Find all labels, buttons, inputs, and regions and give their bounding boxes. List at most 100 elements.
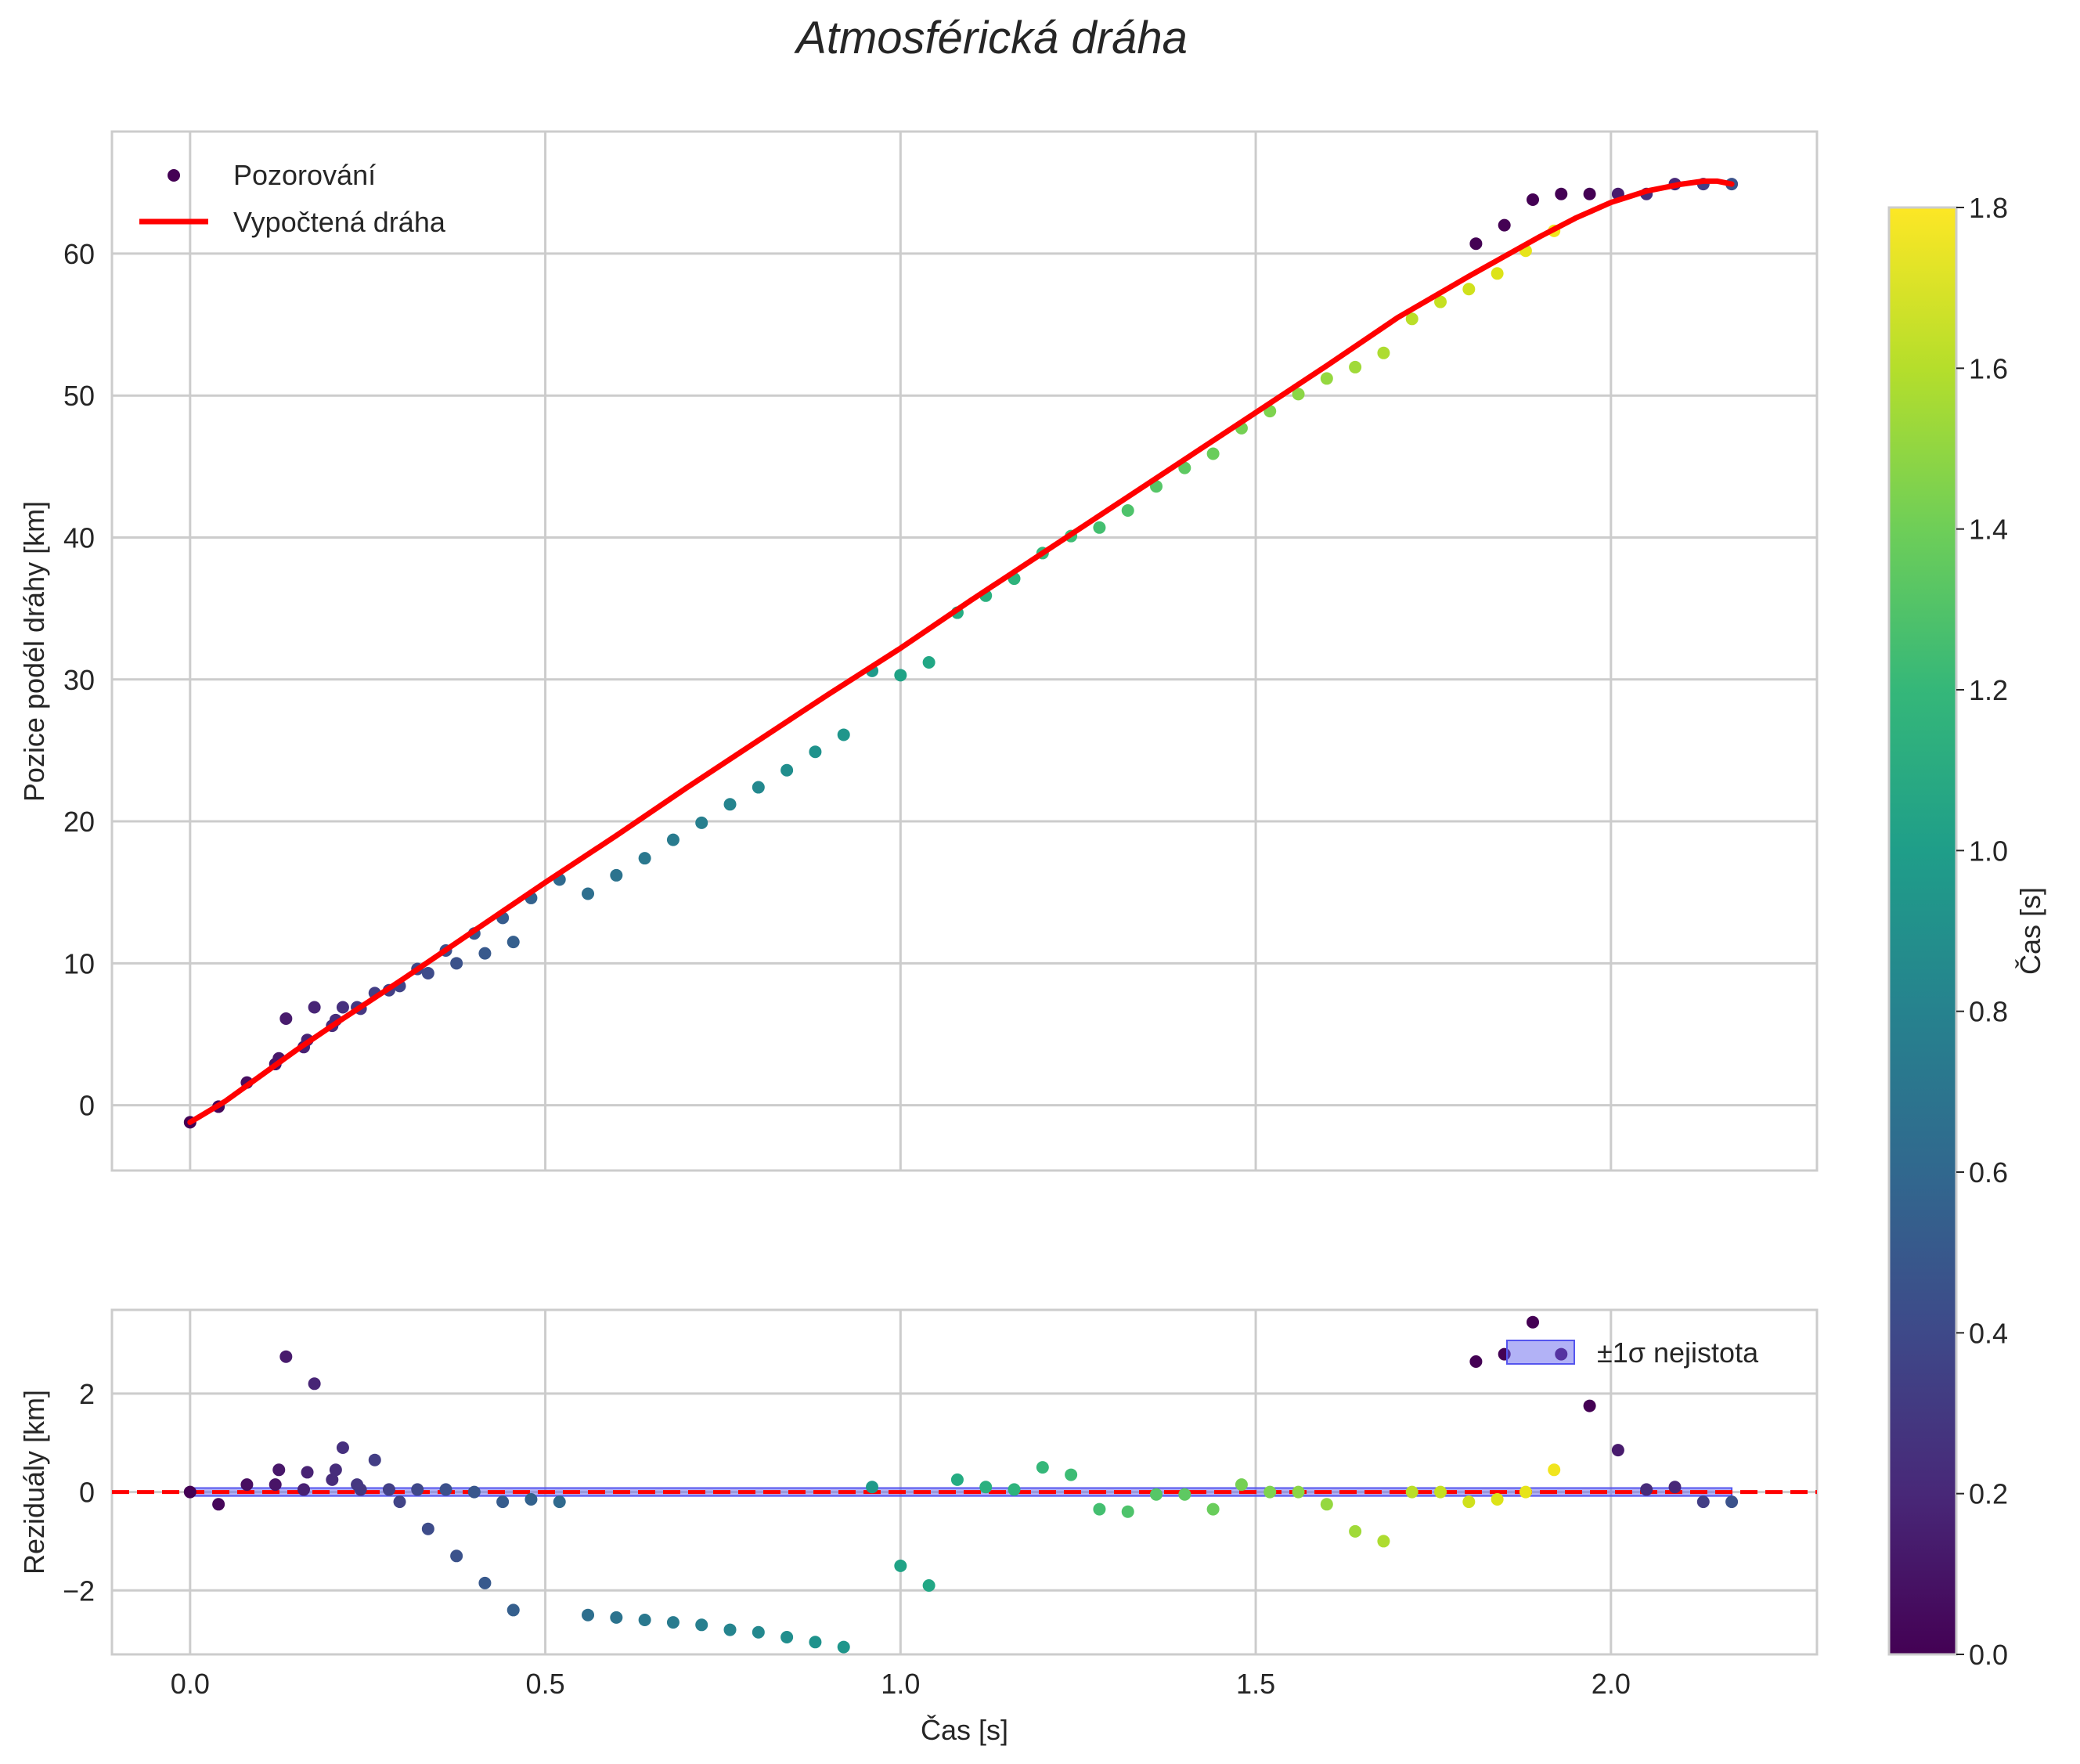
colorbar-tick-label: 0.4 xyxy=(1969,1317,2008,1349)
observation-point xyxy=(723,798,737,811)
colorbar-tick-label: 1.4 xyxy=(1969,514,2008,546)
observation-point xyxy=(1178,461,1191,474)
observation-point xyxy=(1377,346,1390,359)
observation-point xyxy=(695,816,708,829)
residual-point xyxy=(1583,1399,1596,1412)
x-tick-label: 2.0 xyxy=(1592,1668,1631,1700)
residual-tick-labels: 0.0 0.5 1.0 1.5 2.0 −2 0 2 xyxy=(63,1378,1631,1700)
observation-point xyxy=(922,656,935,669)
colorbar-tick-label: 0.6 xyxy=(1969,1156,2008,1189)
residual-point xyxy=(1462,1495,1476,1509)
residual-point xyxy=(1008,1483,1021,1496)
residual-point xyxy=(950,1473,964,1486)
observation-point xyxy=(1206,447,1220,460)
observation-point xyxy=(809,745,822,759)
observation-point xyxy=(450,957,463,970)
residual-point xyxy=(866,1481,879,1494)
residual-point xyxy=(1292,1485,1305,1499)
colorbar-tick-label: 1.2 xyxy=(1969,674,2008,706)
colorbar-tick-label: 1.0 xyxy=(1969,835,2008,867)
residual-point xyxy=(1178,1488,1191,1501)
colorbar-tick-label: 0.0 xyxy=(1969,1639,2008,1671)
observation-point xyxy=(894,669,907,682)
observation-point xyxy=(1121,504,1134,518)
main-y-axis-label: Pozice podél dráhy [km] xyxy=(18,501,50,802)
residual-point xyxy=(809,1636,822,1649)
residual-point xyxy=(1206,1502,1220,1516)
residual-point xyxy=(638,1614,651,1626)
observation-point xyxy=(837,728,850,741)
residual-plot-panel: 0.0 0.5 1.0 1.5 2.0 −2 0 2 Reziduály [km] Čas [… xyxy=(18,1308,1819,1746)
residual-point xyxy=(752,1625,765,1639)
residual-point xyxy=(1150,1488,1163,1501)
computed-trajectory xyxy=(187,178,1735,1125)
residual-legend: ±1σ nejistota xyxy=(1506,1337,1759,1369)
legend-label-computed: Vypočtená dráha xyxy=(233,206,446,238)
residual-point xyxy=(212,1498,225,1511)
residual-point xyxy=(1121,1505,1134,1518)
residual-point xyxy=(723,1623,737,1636)
residual-point xyxy=(506,1603,520,1617)
observation-point xyxy=(1527,193,1539,207)
residual-point xyxy=(666,1616,680,1629)
residual-point xyxy=(979,1481,993,1494)
residual-point xyxy=(421,1522,434,1535)
residual-point xyxy=(368,1453,381,1466)
x-tick-label: 1.5 xyxy=(1236,1668,1275,1700)
residual-point xyxy=(1548,1463,1561,1477)
observation-point xyxy=(1434,295,1447,308)
main-tick-labels: 0 10 20 30 40 50 60 xyxy=(63,238,95,1122)
residual-point xyxy=(1377,1535,1390,1548)
residual-y-tick-label: −2 xyxy=(63,1575,95,1607)
observation-point xyxy=(1405,312,1419,326)
residual-point xyxy=(354,1483,367,1496)
x-tick-label: 1.0 xyxy=(881,1668,920,1700)
residual-point xyxy=(450,1549,463,1563)
residual-point xyxy=(308,1377,321,1391)
residual-point xyxy=(1491,1493,1504,1506)
residual-point xyxy=(496,1495,510,1509)
residual-point xyxy=(1611,1444,1624,1457)
x-tick-label: 0.0 xyxy=(171,1668,210,1700)
computed-trajectory-line xyxy=(187,178,1735,1125)
legend-label-observations: Pozorování xyxy=(233,159,376,191)
residual-point xyxy=(297,1483,311,1496)
observation-point xyxy=(1498,218,1511,232)
main-y-tick-label: 0 xyxy=(79,1090,95,1122)
main-plot-panel: 0 10 20 30 40 50 60 Pozice podél dráhy [km] Po… xyxy=(18,130,1819,1172)
residual-points xyxy=(183,1315,1739,1654)
main-y-tick-label: 50 xyxy=(63,380,95,412)
observation-point xyxy=(1555,187,1568,200)
observation-point xyxy=(421,967,434,980)
observation-point xyxy=(638,852,651,865)
x-axis-label: Čas [s] xyxy=(921,1714,1008,1746)
residual-point xyxy=(279,1350,293,1363)
observation-point xyxy=(1349,360,1362,373)
x-tick-label: 0.5 xyxy=(526,1668,565,1700)
residual-point xyxy=(1725,1495,1739,1509)
observation-point xyxy=(506,936,520,949)
residual-point xyxy=(1036,1461,1049,1474)
colorbar-label: Čas [s] xyxy=(2014,887,2046,975)
main-y-tick-label: 60 xyxy=(63,238,95,270)
colorbar-tick-label: 0.8 xyxy=(1969,996,2008,1028)
observation-point xyxy=(1292,388,1305,401)
residual-point xyxy=(1235,1478,1248,1492)
observation-point xyxy=(780,763,794,777)
residual-point xyxy=(1469,1355,1483,1368)
residual-point xyxy=(695,1618,708,1632)
residual-point xyxy=(269,1478,282,1492)
observation-point xyxy=(308,1001,321,1014)
residual-point xyxy=(411,1483,424,1496)
chart-title: Atmosférická dráha xyxy=(794,13,1188,63)
legend-marker-observations xyxy=(168,169,180,182)
observation-point xyxy=(1093,521,1106,534)
main-legend: Pozorování Vypočtená dráha xyxy=(139,159,446,238)
main-y-tick-label: 30 xyxy=(63,664,95,696)
residual-y-tick-label: 0 xyxy=(79,1477,95,1509)
residual-point xyxy=(525,1493,538,1506)
residual-point xyxy=(1519,1485,1532,1499)
main-y-tick-label: 20 xyxy=(63,806,95,838)
residual-point xyxy=(240,1478,254,1492)
